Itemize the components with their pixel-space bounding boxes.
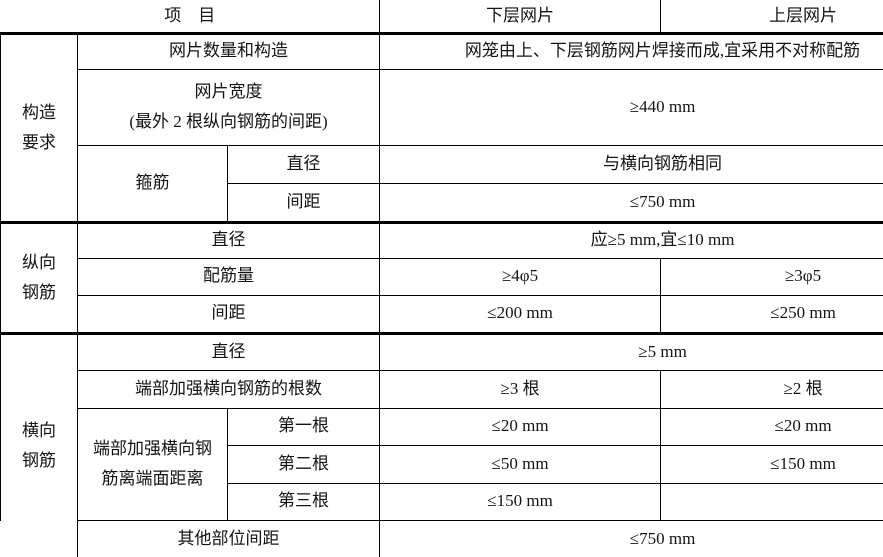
cell-long-spacing-label: 间距	[76, 294, 381, 335]
cell-third-label: 第三根	[226, 482, 381, 521]
cell-long-amount-lower: ≥4φ5	[379, 257, 662, 296]
cell-long-diameter-value: 应≥5 mm,宜≤10 mm	[379, 221, 883, 259]
cell-third-upper	[660, 482, 883, 521]
cell-first-label: 第一根	[226, 407, 381, 446]
crop-artifact-left-border-gap	[0, 521, 2, 557]
cell-mesh-width-label: 网片宽度 (最外 2 根纵向钢筋的间距)	[76, 68, 381, 146]
cell-trans-diameter-value: ≥5 mm	[379, 332, 883, 371]
cell-long-amount-label: 配筋量	[76, 257, 381, 296]
row-long-spacing: 间距 ≤200 mm ≤250 mm	[1, 294, 883, 335]
header-lower-mesh: 下层网片	[379, 0, 662, 35]
cell-first-upper: ≤20 mm	[660, 407, 883, 446]
cell-stirrup-diameter-label: 直径	[226, 144, 381, 184]
cell-end-count-lower: ≥3 根	[379, 369, 662, 409]
cell-other-spacing-label: 其他部位间距	[76, 519, 381, 557]
cell-third-lower: ≤150 mm	[379, 482, 662, 521]
row-long-diameter: 纵向 钢筋 直径 应≥5 mm,宜≤10 mm	[0, 221, 883, 335]
row-stirrup-diameter: 箍筋 直径 与横向钢筋相同	[1, 144, 883, 224]
cell-end-dist-label: 端部加强横向钢 筋离端面距离	[77, 407, 228, 521]
row-mesh-count: 构造 要求 网片数量和构造 网笼由上、下层钢筋网片焊接而成,宜采用不对称配筋	[0, 32, 883, 224]
row-other-spacing: 其他部位间距 ≤750 mm	[1, 519, 883, 557]
row-end-dist-third: 第三根 ≤150 mm	[1, 482, 883, 521]
cell-stirrup-spacing-label: 间距	[226, 182, 381, 224]
cell-second-upper: ≤150 mm	[660, 444, 883, 484]
cell-mesh-count-label: 网片数量和构造	[76, 32, 381, 70]
cell-long-diameter-label: 直径	[76, 221, 381, 259]
cell-mesh-width-value: ≥440 mm	[379, 68, 883, 146]
cell-second-label: 第二根	[226, 444, 381, 484]
header-row: 项 目 下层网片 上层网片	[0, 0, 883, 35]
cell-mesh-count-value: 网笼由上、下层钢筋网片焊接而成,宜采用不对称配筋	[379, 32, 883, 70]
row-stirrup-spacing: 间距 ≤750 mm	[1, 182, 883, 224]
cell-long-spacing-lower: ≤200 mm	[379, 294, 662, 335]
cell-long-spacing-upper: ≤250 mm	[660, 294, 883, 335]
cell-other-spacing-value: ≤750 mm	[379, 519, 883, 557]
section-label-longitudinal: 纵向 钢筋	[0, 221, 78, 335]
cell-long-amount-upper: ≥3φ5	[660, 257, 883, 296]
row-end-dist-first: 端部加强横向钢 筋离端面距离 第一根 ≤20 mm ≤20 mm	[1, 407, 883, 521]
row-mesh-width: 网片宽度 (最外 2 根纵向钢筋的间距) ≥440 mm	[1, 68, 883, 146]
cell-first-lower: ≤20 mm	[379, 407, 662, 446]
cell-second-lower: ≤50 mm	[379, 444, 662, 484]
row-trans-diameter: 横向 钢筋 直径 ≥5 mm	[0, 332, 883, 557]
header-item: 项 目	[0, 0, 381, 35]
header-upper-mesh: 上层网片	[660, 0, 883, 35]
cell-end-count-label: 端部加强横向钢筋的根数	[76, 369, 381, 409]
row-trans-end-count: 端部加强横向钢筋的根数 ≥3 根 ≥2 根	[1, 369, 883, 409]
cell-end-count-upper: ≥2 根	[660, 369, 883, 409]
row-long-amount: 配筋量 ≥4φ5 ≥3φ5	[1, 257, 883, 296]
cell-stirrup-label: 箍筋	[77, 144, 228, 224]
section-label-construction: 构造 要求	[0, 32, 78, 224]
section-label-transverse: 横向 钢筋	[0, 332, 78, 557]
cell-trans-diameter-label: 直径	[76, 332, 381, 371]
cell-stirrup-spacing-value: ≤750 mm	[379, 182, 883, 224]
cell-stirrup-diameter-value: 与横向钢筋相同	[379, 144, 883, 184]
